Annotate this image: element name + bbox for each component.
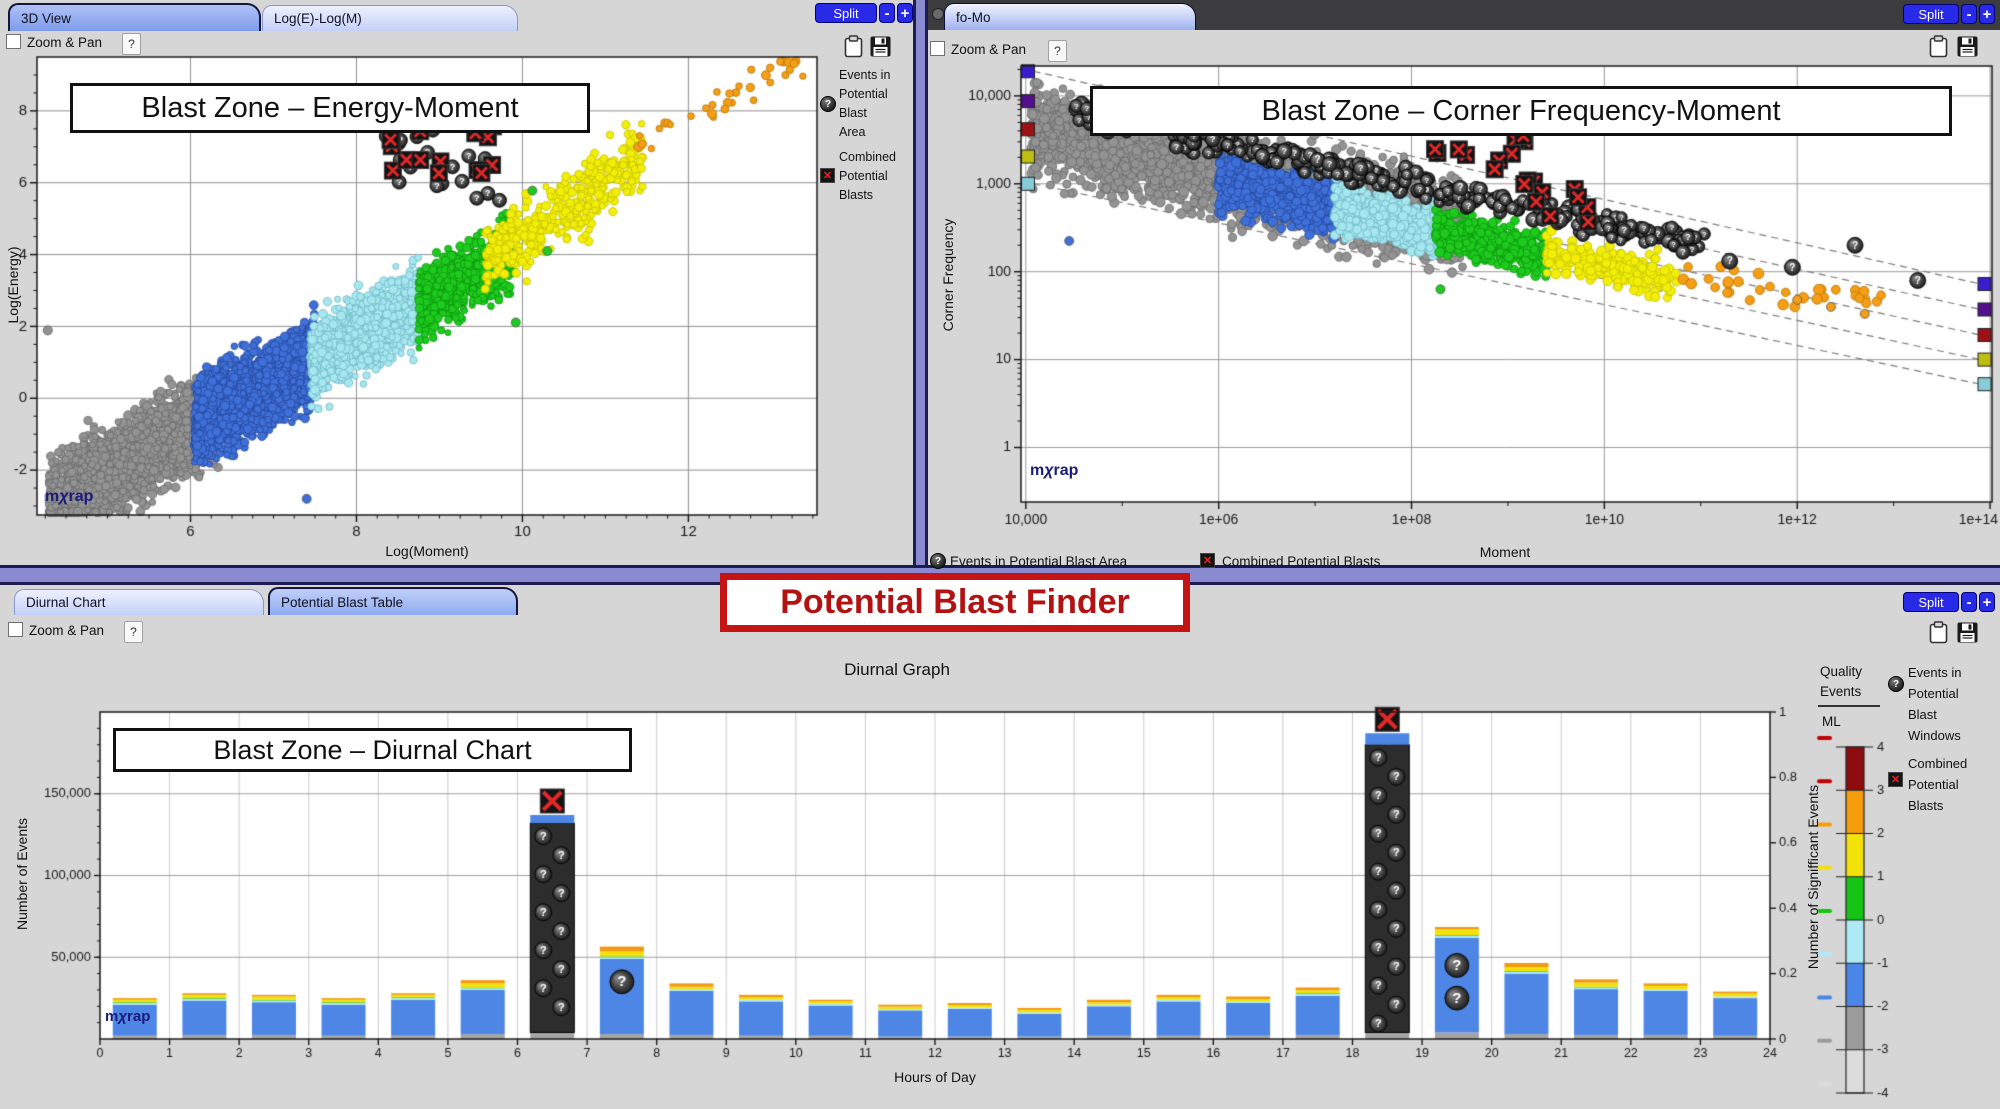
zoom-pan-label: Zoom & Pan	[29, 623, 105, 638]
x-axis-label-log-moment: Log(Moment)	[385, 543, 469, 559]
tab-label: Log(E)-Log(M)	[274, 11, 362, 26]
save-icon[interactable]	[1956, 35, 1979, 63]
tab-diurnal-chart[interactable]: Diurnal Chart	[14, 589, 264, 615]
clipboard-icon[interactable]	[1928, 621, 1949, 649]
help-button[interactable]: ?	[1048, 40, 1067, 62]
minimize-pane-button[interactable]: -	[879, 3, 895, 23]
overlay-title-diurnal-chart: Blast Zone – Diurnal Chart	[113, 728, 632, 772]
overlay-title-text: Blast Zone – Diurnal Chart	[213, 734, 532, 765]
tab-loge-logm[interactable]: Log(E)-Log(M)	[262, 5, 518, 31]
x-axis-label-moment: Moment	[1479, 544, 1531, 560]
query-sphere-icon: ?	[1888, 676, 1904, 692]
vertical-panel-divider[interactable]	[913, 0, 928, 566]
split-button[interactable]: Split	[1903, 592, 1959, 612]
zoom-pan-label: Zoom & Pan	[951, 42, 1027, 57]
save-icon[interactable]	[1956, 621, 1979, 649]
maximize-pane-button[interactable]: +	[897, 3, 913, 23]
legend-events-in-potential-blast-area: Events in Potential Blast Area	[839, 68, 891, 139]
query-sphere-icon: ?	[820, 96, 836, 112]
overlay-title-energy-moment: Blast Zone – Energy-Moment	[70, 83, 590, 133]
minimize-pane-button[interactable]: -	[1961, 592, 1977, 612]
clipboard-icon[interactable]	[1928, 35, 1949, 63]
diurnal-graph-title: Diurnal Graph	[844, 660, 950, 679]
tab-label: Diurnal Chart	[26, 595, 106, 610]
panel-sphere-icon	[931, 7, 945, 26]
tab-potential-blast-table[interactable]: Potential Blast Table	[268, 587, 518, 615]
red-x-icon: ✕	[1888, 772, 1903, 787]
tab-fo-mo[interactable]: fo-Mo	[944, 3, 1196, 30]
banner-title: Potential Blast Finder	[780, 583, 1130, 621]
tab-3d-view[interactable]: 3D View	[8, 3, 261, 31]
legend-combined-potential-blasts: Combined Potential Blasts	[1908, 756, 1968, 813]
y-axis-label-number-of-events: Number of Events	[14, 817, 30, 931]
legend-events-in-potential-blast-area: Events in Potential Blast Area	[950, 554, 1128, 569]
quality-events-legend-heading: Quality Events	[1820, 664, 1863, 699]
tab-label: Potential Blast Table	[281, 594, 404, 610]
mxrap-watermark: mχrap	[1030, 462, 1079, 479]
help-button[interactable]: ?	[122, 33, 141, 55]
overlay-title-text: Blast Zone – Corner Frequency-Moment	[1261, 94, 1781, 127]
x-axis-label-hours-of-day: Hours of Day	[894, 1069, 976, 1085]
overlay-title-corner-frequency-moment: Blast Zone – Corner Frequency-Moment	[1090, 86, 1952, 136]
minimize-pane-button[interactable]: -	[1961, 4, 1977, 24]
red-x-icon: ✕	[820, 168, 835, 183]
red-x-icon: ✕	[1200, 553, 1215, 568]
save-icon[interactable]	[869, 35, 892, 63]
split-button[interactable]: Split	[815, 3, 877, 23]
overlay-title-text: Blast Zone – Energy-Moment	[141, 91, 519, 124]
y-axis-label-corner-frequency: Corner Frequency	[940, 218, 956, 332]
potential-blast-finder-banner: Potential Blast Finder	[720, 573, 1190, 632]
legend-combined-potential-blasts: Combined Potential Blasts	[1222, 554, 1381, 569]
zoom-pan-checkbox[interactable]	[6, 34, 21, 49]
legend-underline	[1818, 705, 1880, 707]
legend-combined-potential-blasts: Combined Potential Blasts	[839, 150, 896, 202]
split-button[interactable]: Split	[1903, 4, 1959, 24]
help-button[interactable]: ?	[124, 621, 143, 643]
tab-label: 3D View	[21, 10, 72, 26]
zoom-pan-checkbox[interactable]	[930, 41, 945, 56]
mxrap-watermark: mχrap	[105, 1008, 151, 1025]
tab-label: fo-Mo	[956, 9, 991, 25]
maximize-pane-button[interactable]: +	[1979, 592, 1995, 612]
mxrap-watermark: mχrap	[45, 488, 94, 505]
y-axis-label-number-of-significant-events: Number of Signifficant Events	[1805, 784, 1821, 970]
ml-label: ML	[1822, 714, 1841, 729]
y-axis-label-log-energy: Log(Energy)	[5, 246, 21, 324]
maximize-pane-button[interactable]: +	[1979, 4, 1995, 24]
legend-events-in-potential-blast-windows: Events in Potential Blast Windows	[1908, 665, 1962, 743]
query-sphere-icon: ?	[930, 553, 946, 569]
zoom-pan-label: Zoom & Pan	[27, 35, 103, 50]
zoom-pan-checkbox[interactable]	[8, 622, 23, 637]
clipboard-icon[interactable]	[843, 35, 864, 63]
